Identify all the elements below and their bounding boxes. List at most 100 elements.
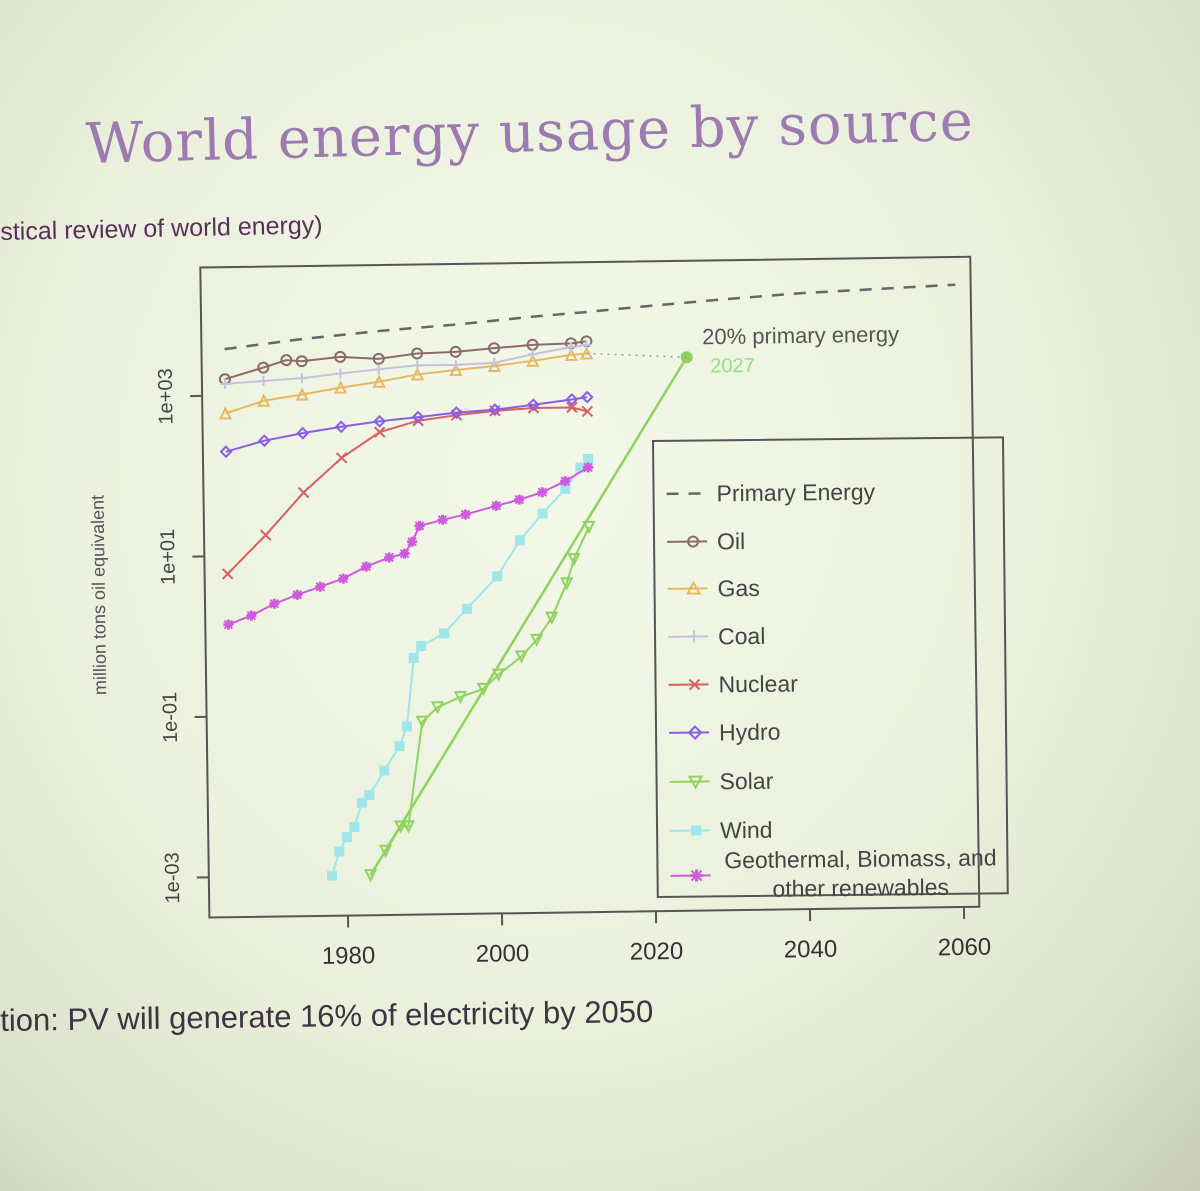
renewables-point: [460, 509, 471, 520]
wind-point: [379, 765, 390, 776]
solar-point: [476, 682, 490, 697]
oil-point: [411, 347, 424, 360]
chart-legend: Primary Energy Oil Gas Coal Nuclear Hydro Sola…: [652, 436, 1009, 902]
annotation-label: 20% primary energy: [702, 322, 899, 350]
nuclear-point: [297, 486, 310, 499]
hydro-point: [296, 426, 310, 440]
renewables-point: [223, 619, 234, 630]
legend-key-icon: [667, 580, 708, 595]
legend-key-icon: [668, 630, 709, 643]
wind-line: [331, 458, 589, 876]
renewables-point: [437, 515, 448, 525]
gas-point: [410, 367, 425, 381]
oil-point: [257, 361, 270, 374]
plot-frame: [199, 255, 981, 919]
renewables-point: [269, 598, 279, 609]
renewables-point: [491, 501, 501, 511]
y-tick-label: 1e+01: [157, 529, 180, 585]
wind-point: [537, 508, 548, 519]
solar-point: [430, 701, 445, 715]
wind-point: [341, 832, 352, 843]
y-tick-label: 1e-01: [159, 692, 182, 743]
oil-point: [372, 352, 385, 365]
legend-item: Wind: [666, 810, 773, 851]
projection-endpoint: [680, 351, 693, 364]
solar-point: [567, 552, 581, 567]
wind-point: [356, 797, 367, 808]
legend-label: Solar: [719, 767, 774, 794]
hydro-point: [219, 445, 233, 459]
renewables-point: [338, 573, 348, 584]
oil-point: [488, 342, 501, 355]
wind-point: [461, 603, 472, 614]
renewables-point: [315, 581, 325, 592]
legend-key-icon: [670, 825, 711, 836]
hydro-point: [334, 420, 348, 434]
wind-point: [582, 453, 594, 465]
hydro-point: [526, 398, 540, 412]
gas-point: [526, 353, 540, 367]
nuclear-point: [222, 568, 234, 580]
solar-point: [401, 820, 415, 834]
wind-point: [349, 821, 360, 833]
legend-item: Solar: [665, 761, 773, 802]
nuclear-point: [374, 426, 386, 438]
legend-item: Oil: [663, 521, 746, 562]
y-axis-label: million tons oil equivalent: [87, 495, 110, 695]
nuclear-point: [581, 405, 594, 418]
wind-point: [326, 870, 338, 881]
y-tick-label: 1e+03: [155, 368, 178, 424]
renewables-point: [246, 610, 257, 621]
solar-point: [545, 611, 559, 625]
legend-key-icon: [669, 725, 710, 740]
legend-label: Nuclear: [718, 669, 798, 697]
gas-point: [334, 380, 348, 394]
annotation-label: 2027: [710, 355, 755, 378]
renewables-point: [399, 548, 410, 559]
wind-point: [560, 483, 571, 494]
gas-point: [580, 346, 594, 360]
solar-point: [582, 520, 596, 535]
hydro-point: [450, 406, 463, 420]
oil-point: [334, 350, 347, 363]
solar-point: [393, 820, 408, 834]
renewables-point: [583, 462, 593, 473]
oil-line: [224, 340, 587, 381]
renewables-point: [537, 487, 547, 498]
solar-point: [415, 715, 429, 729]
legend-key-icon: [668, 678, 709, 691]
oil-point: [449, 345, 462, 358]
renewables-point: [560, 476, 570, 486]
renewables-point: [292, 590, 302, 600]
wind-point: [334, 846, 345, 857]
solar-point: [363, 869, 378, 883]
legend-item: Primary Energy: [662, 472, 875, 514]
solar-point: [491, 668, 506, 682]
gas-point: [487, 358, 502, 373]
wind-point: [439, 628, 450, 639]
wind-point: [401, 721, 413, 732]
x-tick-label: 1980: [322, 942, 376, 970]
y-tick-label: 1e-03: [161, 852, 184, 903]
wind-point: [394, 741, 405, 752]
hydro-point: [257, 434, 271, 448]
legend-label: Geothermal, Biomass, and other renewable…: [724, 844, 997, 902]
legend-item: Hydro: [665, 712, 781, 753]
renewables-point: [361, 561, 371, 572]
wind-point: [416, 640, 427, 652]
gas-point: [257, 393, 271, 407]
x-tick-label: 2020: [630, 938, 684, 966]
solar-projection-line: [369, 356, 688, 876]
x-tick-label: 2000: [476, 940, 530, 968]
legend-item: Geothermal, Biomass, and other renewable…: [666, 844, 1000, 902]
solar-point: [529, 633, 544, 648]
legend-item: Gas: [663, 568, 760, 609]
x-tick-label: 2060: [938, 934, 992, 962]
gas-point: [295, 387, 309, 401]
hydro-point: [565, 393, 579, 406]
renewables-point: [514, 494, 524, 505]
x-tick-label: 2040: [784, 936, 838, 964]
wind-point: [364, 789, 375, 800]
legend-label: Coal: [717, 622, 766, 649]
solar-line: [369, 526, 590, 876]
